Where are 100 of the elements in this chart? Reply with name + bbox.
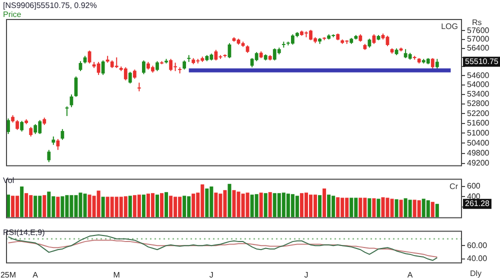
bar bbox=[150, 193, 154, 218]
bar bbox=[155, 194, 160, 218]
bar bbox=[322, 188, 326, 218]
y-tick-label: 56400 bbox=[467, 44, 490, 53]
y-tick-label: 51000 bbox=[467, 128, 490, 138]
bar bbox=[308, 194, 313, 218]
bar bbox=[34, 196, 38, 218]
bar bbox=[228, 184, 232, 218]
text: Dly bbox=[470, 269, 482, 278]
y-tick-label: 57600 bbox=[467, 26, 490, 35]
text: 55510.75 bbox=[465, 56, 499, 66]
candlestick bbox=[137, 82, 141, 92]
bar bbox=[318, 195, 322, 218]
bar bbox=[368, 198, 372, 218]
bar bbox=[142, 194, 146, 218]
bar bbox=[295, 196, 299, 218]
candlestick bbox=[34, 124, 38, 135]
bar bbox=[214, 192, 218, 218]
y-tick-label: 53400 bbox=[467, 90, 490, 99]
bar bbox=[160, 193, 164, 218]
candlestick bbox=[29, 126, 33, 138]
bar bbox=[137, 194, 141, 218]
bar bbox=[128, 196, 132, 218]
bar bbox=[56, 196, 60, 218]
bar bbox=[192, 194, 196, 218]
candlestick bbox=[20, 120, 24, 132]
chart-subtitle: Price bbox=[3, 10, 22, 19]
candlestick bbox=[372, 34, 376, 44]
bar bbox=[96, 190, 100, 218]
candlestick bbox=[128, 71, 132, 84]
y-tick-label: 57000 bbox=[467, 34, 490, 44]
bar bbox=[372, 198, 376, 218]
bar bbox=[417, 200, 421, 218]
bar bbox=[169, 196, 173, 218]
candlestick bbox=[16, 120, 19, 130]
candlestick bbox=[156, 60, 159, 72]
candlestick bbox=[47, 149, 51, 163]
bar bbox=[350, 198, 354, 218]
candlestick bbox=[114, 56, 118, 69]
candlestick bbox=[430, 58, 434, 70]
bar bbox=[47, 192, 51, 218]
bar bbox=[327, 194, 331, 218]
bar bbox=[164, 192, 168, 218]
x-tick-label: A bbox=[407, 270, 414, 280]
candlestick bbox=[435, 58, 439, 70]
bar bbox=[42, 195, 46, 218]
bar bbox=[430, 202, 434, 218]
bar bbox=[376, 198, 380, 218]
x-tick-label: 25M bbox=[0, 270, 16, 280]
bar bbox=[11, 196, 15, 218]
x-tick-label: A bbox=[32, 270, 39, 280]
y-tick-label: 49200 bbox=[467, 158, 490, 168]
bar bbox=[358, 198, 362, 218]
bar bbox=[24, 193, 28, 218]
bar bbox=[124, 196, 128, 218]
bar bbox=[259, 192, 263, 218]
bar bbox=[60, 196, 64, 218]
candlestick bbox=[56, 138, 60, 150]
y-tick-label: 40.00 bbox=[467, 254, 488, 264]
candlestick bbox=[60, 128, 64, 140]
text: 261.28 bbox=[465, 199, 490, 208]
y-tick-label: 400 bbox=[467, 192, 481, 201]
x-tick-label: J bbox=[304, 270, 308, 280]
annotation: LOG bbox=[441, 22, 458, 32]
candlestick bbox=[132, 69, 136, 80]
bar bbox=[254, 194, 258, 218]
bar bbox=[101, 196, 105, 218]
bar bbox=[246, 192, 250, 218]
bar bbox=[394, 199, 398, 218]
y-tick-label: 51600 bbox=[467, 118, 490, 128]
bar bbox=[205, 188, 209, 218]
candlestick bbox=[101, 60, 105, 76]
candlestick bbox=[78, 60, 82, 72]
chart-title: [NS9906]55510.75, 0.92% bbox=[3, 1, 97, 10]
candlestick bbox=[182, 60, 186, 70]
bar bbox=[336, 197, 340, 218]
candlestick bbox=[214, 49, 218, 61]
y-tick-label: 52200 bbox=[467, 108, 490, 118]
bar bbox=[264, 193, 268, 218]
bar bbox=[435, 204, 439, 218]
candlestick bbox=[254, 52, 258, 62]
bar bbox=[20, 186, 24, 218]
y-tick-label: 54000 bbox=[467, 80, 490, 90]
bar bbox=[408, 200, 412, 218]
candlestick bbox=[142, 60, 146, 75]
y-tick-label: 60.00 bbox=[467, 240, 488, 250]
y-tick-label: 49800 bbox=[467, 148, 490, 158]
x-tick-label: M bbox=[113, 270, 120, 280]
y-tick-label: 54600 bbox=[467, 70, 490, 80]
bar bbox=[399, 200, 403, 218]
y-tick-label: 50400 bbox=[467, 138, 490, 148]
candlestick bbox=[124, 66, 128, 81]
bar bbox=[182, 196, 186, 218]
x-tick-label: J bbox=[209, 270, 214, 280]
text: Rs bbox=[472, 18, 482, 28]
annotation: Cr bbox=[450, 182, 458, 192]
y-tick-label: 52800 bbox=[467, 99, 490, 108]
bar bbox=[426, 200, 430, 218]
bar bbox=[268, 192, 272, 218]
y-tick-label: 600 bbox=[467, 182, 481, 191]
